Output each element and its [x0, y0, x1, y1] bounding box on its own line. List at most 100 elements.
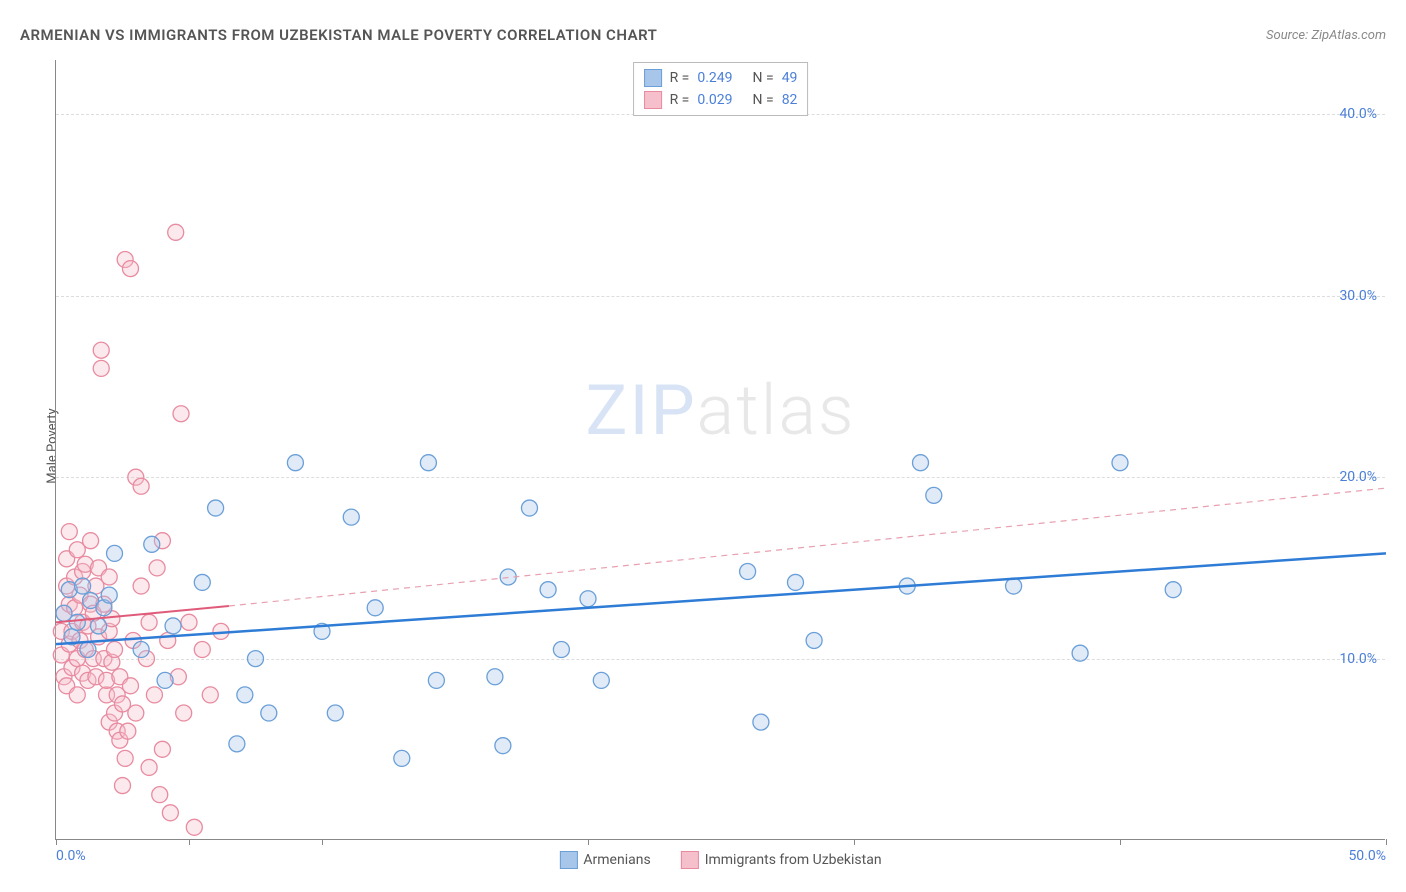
data-point [420, 455, 436, 471]
data-point [117, 750, 133, 766]
data-point [580, 591, 596, 607]
legend-row: R = 0.029 N = 82 [644, 89, 798, 111]
legend-r-label: R = [670, 70, 690, 86]
data-point [229, 736, 245, 752]
data-point [141, 614, 157, 630]
data-point [327, 705, 343, 721]
data-point [806, 632, 822, 648]
data-point [740, 564, 756, 580]
data-point [202, 687, 218, 703]
data-point [540, 582, 556, 598]
data-point [93, 342, 109, 358]
data-point [101, 587, 117, 603]
legend-swatch [559, 851, 577, 869]
data-point [237, 687, 253, 703]
data-point [248, 651, 264, 667]
data-point [133, 578, 149, 594]
data-point [120, 723, 136, 739]
legend-swatch [644, 91, 662, 109]
data-point [287, 455, 303, 471]
data-point [91, 618, 107, 634]
data-point [122, 678, 138, 694]
data-point [553, 642, 569, 658]
data-point [80, 642, 96, 658]
data-point [521, 500, 537, 516]
data-point [926, 487, 942, 503]
data-point [133, 478, 149, 494]
data-point [343, 509, 359, 525]
data-point [753, 714, 769, 730]
data-point [208, 500, 224, 516]
data-point [154, 741, 170, 757]
x-tick-label: 0.0% [56, 848, 86, 864]
data-point [149, 560, 165, 576]
data-point [69, 614, 85, 630]
x-tick [1386, 839, 1387, 845]
data-point [141, 759, 157, 775]
scatter-svg [56, 60, 1385, 839]
source-attribution: Source: ZipAtlas.com [1266, 28, 1386, 43]
legend-series-item: Armenians [559, 851, 650, 869]
legend-r-value: 0.029 [697, 92, 732, 108]
legend-correlation: R =0.249N =49R =0.029N =82 [633, 62, 809, 116]
data-point [194, 642, 210, 658]
legend-swatch [644, 69, 662, 87]
data-point [128, 705, 144, 721]
trend-line [56, 553, 1386, 644]
data-point [157, 672, 173, 688]
data-point [107, 642, 123, 658]
data-point [428, 672, 444, 688]
source-label: Source: [1266, 28, 1308, 43]
x-tick [322, 839, 323, 845]
legend-r-label: R = [670, 92, 690, 108]
x-tick [1120, 839, 1121, 845]
data-point [1072, 645, 1088, 661]
header: ARMENIAN VS IMMIGRANTS FROM UZBEKISTAN M… [20, 20, 1386, 50]
data-point [176, 705, 192, 721]
data-point [165, 618, 181, 634]
data-point [115, 778, 131, 794]
data-point [394, 750, 410, 766]
data-point [69, 687, 85, 703]
data-point [194, 574, 210, 590]
data-point [152, 787, 168, 803]
data-point [83, 533, 99, 549]
data-point [93, 360, 109, 376]
plot-area: ZIPatlas 10.0%20.0%30.0%40.0% 0.0%50.0% … [55, 60, 1385, 840]
legend-series-label: Armenians [583, 852, 650, 868]
data-point [487, 669, 503, 685]
data-point [101, 569, 117, 585]
legend-n-label: N = [753, 92, 774, 108]
data-point [61, 524, 77, 540]
data-point [162, 805, 178, 821]
data-point [913, 455, 929, 471]
data-point [1112, 455, 1128, 471]
data-point [144, 536, 160, 552]
data-point [75, 578, 91, 594]
data-point [173, 406, 189, 422]
x-tick [854, 839, 855, 845]
legend-series: Armenians Immigrants from Uzbekistan [559, 851, 881, 869]
trend-line-extrapolated [229, 488, 1386, 606]
x-tick [189, 839, 190, 845]
data-point [168, 224, 184, 240]
data-point [133, 642, 149, 658]
legend-n-label: N = [753, 70, 774, 86]
source-name: ZipAtlas.com [1311, 28, 1386, 43]
data-point [186, 819, 202, 835]
chart-title: ARMENIAN VS IMMIGRANTS FROM UZBEKISTAN M… [20, 26, 657, 44]
data-point [593, 672, 609, 688]
legend-n-value: 82 [782, 92, 798, 108]
data-point [146, 687, 162, 703]
data-point [122, 261, 138, 277]
legend-series-label: Immigrants from Uzbekistan [705, 852, 882, 868]
data-point [107, 545, 123, 561]
legend-row: R =0.249N =49 [644, 67, 798, 89]
legend-swatch [681, 851, 699, 869]
x-tick-label: 50.0% [1348, 848, 1386, 864]
data-point [367, 600, 383, 616]
legend-r-value: 0.249 [697, 70, 732, 86]
x-tick [56, 839, 57, 845]
data-point [787, 574, 803, 590]
data-point [495, 738, 511, 754]
